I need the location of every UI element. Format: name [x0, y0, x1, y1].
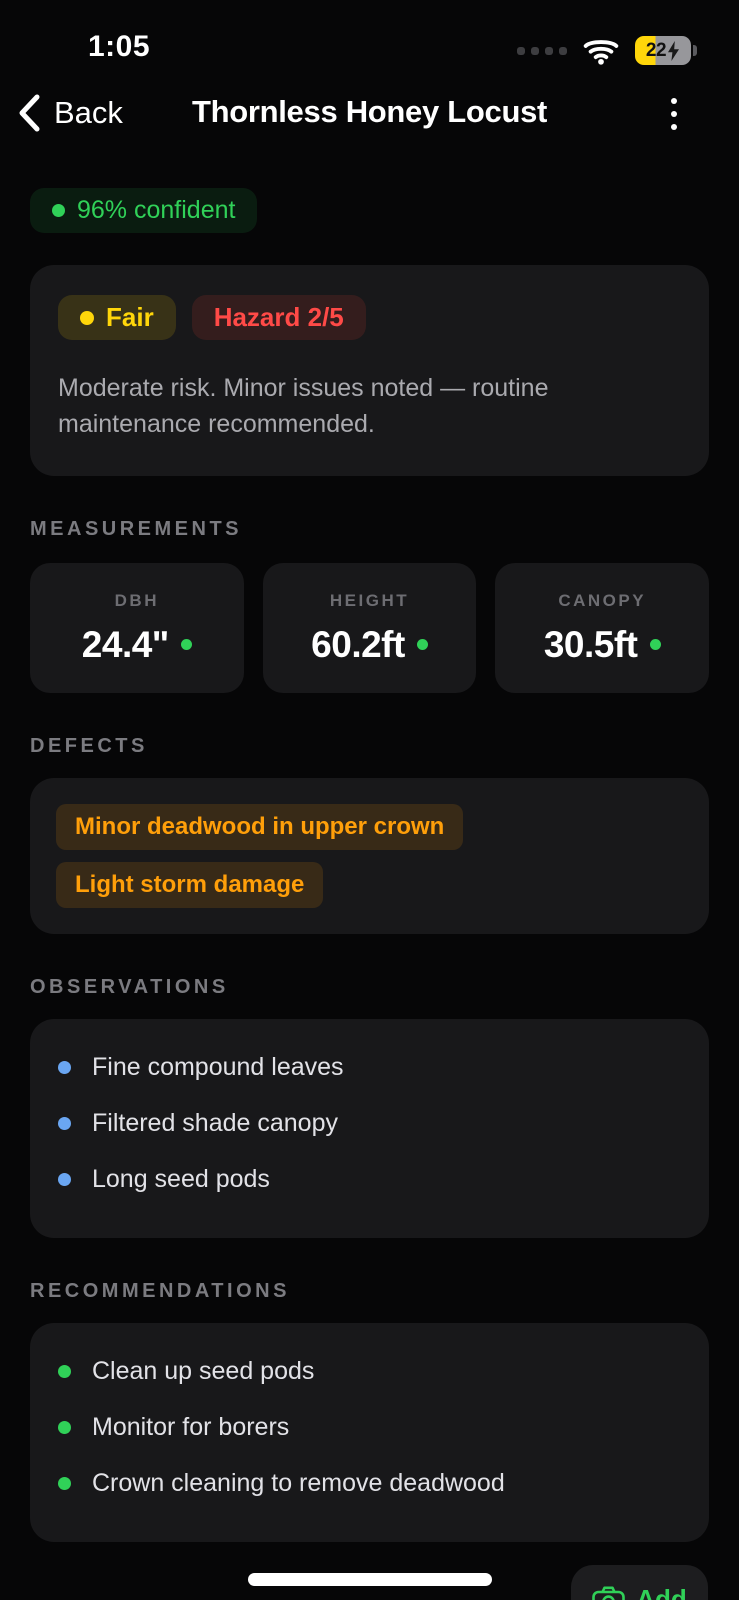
metric-value: 60.2ft	[311, 623, 405, 665]
observations-card: Fine compound leaves Filtered shade cano…	[30, 1019, 709, 1238]
add-photo-button[interactable]: Add	[571, 1565, 708, 1600]
defects-card: Minor deadwood in upper crown Light stor…	[30, 778, 709, 934]
nav-bar: Back Thornless Honey Locust	[0, 82, 739, 160]
defect-tag: Light storm damage	[56, 862, 324, 908]
metric-label: CANOPY	[558, 590, 647, 610]
assessment-description: Moderate risk. Minor issues noted — rout…	[58, 374, 549, 438]
battery-percent: 22	[645, 39, 667, 61]
section-label-measurements: MEASUREMENTS	[30, 518, 243, 540]
blue-bullet-icon	[58, 1117, 71, 1130]
section-label-observations: OBSERVATIONS	[30, 976, 229, 998]
blue-bullet-icon	[58, 1173, 71, 1186]
hazard-badge: Hazard 2/5	[191, 295, 366, 340]
green-bullet-icon	[58, 1477, 71, 1490]
page-title: Thornless Honey Locust	[191, 94, 548, 129]
list-item: Clean up seed pods	[58, 1357, 681, 1386]
status-time: 1:05	[88, 30, 151, 63]
green-dot-icon	[180, 639, 192, 650]
content: 96% confident Fair Hazard 2/5 Moderate r…	[0, 160, 739, 1542]
measurements-row: DBH 24.4" HEIGHT 60.2ft CANOPY 30.5ft	[30, 563, 710, 693]
assessment-card: Fair Hazard 2/5 Moderate risk. Minor iss…	[30, 265, 709, 476]
yellow-dot-icon	[80, 310, 94, 325]
recommendations-card: Clean up seed pods Monitor for borers Cr…	[30, 1323, 709, 1542]
list-item: Fine compound leaves	[58, 1053, 681, 1082]
battery-icon: 22	[635, 36, 697, 65]
add-button-label: Add	[636, 1584, 687, 1600]
status-bar: 1:05 22	[0, 0, 739, 82]
recommendation-text: Monitor for borers	[92, 1413, 290, 1441]
observation-text: Long seed pods	[92, 1165, 270, 1193]
blue-bullet-icon	[58, 1061, 71, 1074]
back-label: Back	[54, 95, 123, 130]
status-icons: 22	[517, 36, 697, 65]
list-item: Monitor for borers	[58, 1413, 681, 1442]
list-item: Filtered shade canopy	[58, 1109, 681, 1138]
confidence-label: 96% confident	[77, 196, 236, 224]
metric-value: 30.5ft	[543, 623, 638, 665]
observation-text: Fine compound leaves	[92, 1053, 344, 1081]
metric-card-dbh: DBH 24.4"	[30, 563, 244, 693]
back-button[interactable]: Back	[16, 92, 123, 134]
confidence-badge: 96% confident	[30, 188, 258, 233]
condition-label: Fair	[106, 302, 154, 332]
hazard-label: Hazard 2/5	[213, 302, 344, 332]
observation-text: Filtered shade canopy	[92, 1109, 338, 1137]
defect-tag: Minor deadwood in upper crown	[56, 804, 464, 850]
metric-label: DBH	[114, 590, 159, 610]
home-indicator[interactable]	[247, 1573, 492, 1586]
more-options-button[interactable]	[663, 90, 685, 138]
metric-card-height: HEIGHT 60.2ft	[262, 563, 477, 693]
green-dot-icon	[52, 204, 65, 217]
list-item: Long seed pods	[58, 1165, 681, 1194]
metric-value: 24.4"	[81, 623, 170, 665]
metric-label: HEIGHT	[329, 590, 410, 610]
green-dot-icon	[416, 639, 428, 650]
recommendation-text: Clean up seed pods	[92, 1357, 315, 1385]
chevron-left-icon	[16, 92, 42, 134]
green-dot-icon	[649, 639, 661, 650]
section-label-defects: DEFECTS	[30, 735, 148, 757]
metric-card-canopy: CANOPY 30.5ft	[495, 563, 710, 693]
list-item: Crown cleaning to remove deadwood	[58, 1469, 681, 1498]
wifi-icon	[583, 37, 619, 65]
charging-bolt-icon	[667, 40, 680, 61]
green-bullet-icon	[58, 1365, 71, 1378]
section-label-recommendations: RECOMMENDATIONS	[30, 1280, 290, 1302]
condition-badge: Fair	[58, 295, 176, 340]
cellular-signal-icon	[517, 46, 567, 55]
green-bullet-icon	[58, 1421, 71, 1434]
camera-icon	[592, 1586, 626, 1600]
recommendation-text: Crown cleaning to remove deadwood	[92, 1469, 505, 1497]
